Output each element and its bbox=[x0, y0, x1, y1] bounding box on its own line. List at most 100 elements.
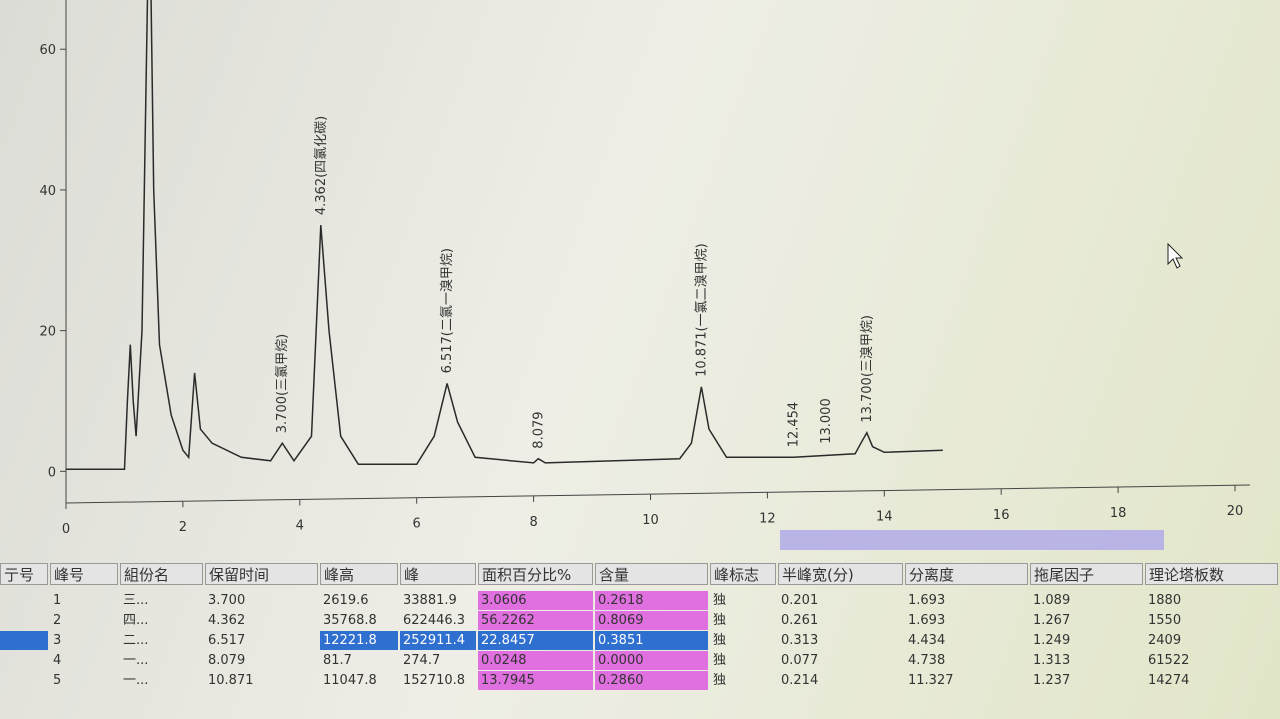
x-tick-label: 8 bbox=[529, 515, 537, 530]
peak-label: 13.700(三溴甲烷) bbox=[860, 315, 875, 423]
table-cell[interactable]: 11.327 bbox=[908, 673, 954, 688]
table-cell[interactable]: 35768.8 bbox=[323, 613, 377, 628]
table-cell[interactable]: 622446.3 bbox=[403, 613, 466, 628]
table-cell[interactable]: 12221.8 bbox=[320, 631, 398, 650]
table-header[interactable]: 面积百分比% bbox=[478, 563, 593, 585]
table-cell[interactable]: 274.7 bbox=[403, 653, 441, 668]
table-cell[interactable]: 22.8457 bbox=[478, 631, 593, 650]
table-cell[interactable]: 0.0000 bbox=[595, 651, 708, 670]
table-cell[interactable]: 四... bbox=[123, 613, 149, 628]
table-header[interactable]: 理论塔板数 bbox=[1145, 563, 1278, 585]
table-cell[interactable] bbox=[0, 611, 48, 630]
peak-label: 12.454 bbox=[787, 402, 802, 448]
peak-label: 6.517(二氯一溴甲烷) bbox=[440, 248, 455, 373]
table-cell[interactable]: 56.2262 bbox=[478, 611, 593, 630]
table-cell[interactable]: 10.871 bbox=[208, 673, 254, 688]
peak-label: 10.871(一氯二溴甲烷) bbox=[694, 243, 709, 377]
table-cell[interactable]: 独 bbox=[713, 673, 727, 688]
trace bbox=[66, 0, 943, 470]
table-cell[interactable]: 独 bbox=[713, 613, 727, 628]
table-header[interactable]: 含量 bbox=[595, 563, 708, 585]
table-header[interactable]: 組份名 bbox=[120, 563, 203, 585]
table-cell[interactable]: 0.8069 bbox=[595, 611, 708, 630]
x-tick-label: 20 bbox=[1227, 504, 1244, 519]
table-cell[interactable]: 1.237 bbox=[1033, 673, 1071, 688]
x-tick-label: 6 bbox=[413, 517, 421, 532]
table-cell[interactable]: 4.362 bbox=[208, 613, 246, 628]
table-header[interactable]: 亍号 bbox=[0, 563, 48, 585]
table-cell[interactable]: 11047.8 bbox=[323, 673, 377, 688]
table-cell[interactable]: 独 bbox=[713, 633, 727, 648]
table-cell[interactable]: 0.313 bbox=[781, 633, 819, 648]
table-cell[interactable] bbox=[0, 631, 48, 650]
table-cell[interactable]: 2 bbox=[53, 613, 62, 628]
table-cell[interactable]: 1880 bbox=[1148, 593, 1182, 608]
table-cell[interactable]: 8.079 bbox=[208, 653, 246, 668]
table-cell[interactable]: 2409 bbox=[1148, 633, 1182, 648]
table-cell[interactable]: 2619.6 bbox=[323, 593, 369, 608]
table-header[interactable]: 拖尾因子 bbox=[1030, 563, 1143, 585]
table-cell[interactable]: 0.201 bbox=[781, 593, 819, 608]
table-cell[interactable]: 一... bbox=[123, 653, 149, 668]
table-cell[interactable]: 0.077 bbox=[781, 653, 819, 668]
table-cell[interactable] bbox=[0, 651, 48, 670]
table-header[interactable]: 半峰宽(分) bbox=[778, 563, 903, 585]
table-cell[interactable]: 3.0606 bbox=[478, 591, 593, 610]
x-tick-label: 2 bbox=[179, 520, 187, 535]
table-cell[interactable]: 4.738 bbox=[908, 653, 946, 668]
table-cell[interactable]: 1 bbox=[53, 593, 62, 608]
table-cell[interactable]: 0.0248 bbox=[478, 651, 593, 670]
table-cell[interactable]: 3 bbox=[53, 633, 62, 648]
table-cell[interactable]: 13.7945 bbox=[478, 671, 593, 690]
table-header[interactable]: 峰高 bbox=[320, 563, 398, 585]
table-cell[interactable]: 1.693 bbox=[908, 593, 946, 608]
table-cell[interactable]: 1.313 bbox=[1033, 653, 1071, 668]
x-axis bbox=[65, 484, 1251, 504]
table-header[interactable]: 峰 bbox=[400, 563, 476, 585]
x-tick-label: 14 bbox=[876, 510, 893, 525]
table-header[interactable]: 保留时间 bbox=[205, 563, 318, 585]
table-cell[interactable]: 4 bbox=[53, 653, 62, 668]
table-cell[interactable] bbox=[0, 671, 48, 690]
peak-label: 3.700(三氯甲烷) bbox=[275, 334, 290, 433]
table-cell[interactable]: 1.267 bbox=[1033, 613, 1071, 628]
y-tick-label: 20 bbox=[39, 325, 56, 340]
y-tick-label: 0 bbox=[48, 465, 56, 480]
x-tick-label: 4 bbox=[296, 518, 304, 533]
peak-table: 亍号 峰号 組份名 保留时间 峰高峰面积百分比% 含量 峰标志 半峰宽(分) 分离度 拖尾因子 理论… bbox=[0, 563, 1280, 719]
table-cell[interactable]: 3.700 bbox=[208, 593, 246, 608]
scrollbar[interactable] bbox=[780, 530, 1164, 550]
table-cell[interactable]: 14274 bbox=[1148, 673, 1190, 688]
table-cell[interactable]: 0.2618 bbox=[595, 591, 708, 610]
table-cell[interactable]: 三... bbox=[123, 593, 149, 608]
table-cell[interactable]: 61522 bbox=[1148, 653, 1190, 668]
table-cell[interactable]: 一... bbox=[123, 673, 149, 688]
table-cell[interactable]: 1.089 bbox=[1033, 593, 1071, 608]
y-tick-label: 40 bbox=[39, 184, 56, 199]
x-tick-label: 16 bbox=[993, 508, 1010, 523]
table-cell[interactable]: 4.434 bbox=[908, 633, 946, 648]
table-cell[interactable]: 81.7 bbox=[323, 653, 352, 668]
table-cell[interactable]: 独 bbox=[713, 653, 727, 668]
table-cell[interactable]: 152710.8 bbox=[403, 673, 466, 688]
x-tick-label: 0 bbox=[62, 522, 70, 537]
table-header[interactable]: 峰标志 bbox=[710, 563, 776, 585]
table-header[interactable]: 峰号 bbox=[50, 563, 118, 585]
table-cell[interactable]: 独 bbox=[713, 593, 727, 608]
table-cell[interactable]: 5 bbox=[53, 673, 62, 688]
table-cell[interactable]: 252911.4 bbox=[400, 631, 476, 650]
table-cell[interactable]: 0.3851 bbox=[595, 631, 708, 650]
table-cell[interactable]: 1.693 bbox=[908, 613, 946, 628]
table-cell[interactable]: 1.249 bbox=[1033, 633, 1071, 648]
table-cell[interactable] bbox=[0, 591, 48, 610]
table-header[interactable]: 分离度 bbox=[905, 563, 1028, 585]
table-cell[interactable]: 1550 bbox=[1148, 613, 1182, 628]
table-cell[interactable]: 6.517 bbox=[208, 633, 246, 648]
table-cell[interactable]: 0.214 bbox=[781, 673, 819, 688]
mouse-cursor bbox=[1167, 242, 1184, 269]
table-cell[interactable]: 二... bbox=[123, 633, 149, 648]
table-cell[interactable]: 33881.9 bbox=[403, 593, 457, 608]
table-cell[interactable]: 0.2860 bbox=[595, 671, 708, 690]
chromatogram: 0 20 40 60 0 2 4 6 8 10 12 14 16 18 20 3.700(三氯甲烷) 4.362… bbox=[39, 0, 1251, 550]
table-cell[interactable]: 0.261 bbox=[781, 613, 819, 628]
